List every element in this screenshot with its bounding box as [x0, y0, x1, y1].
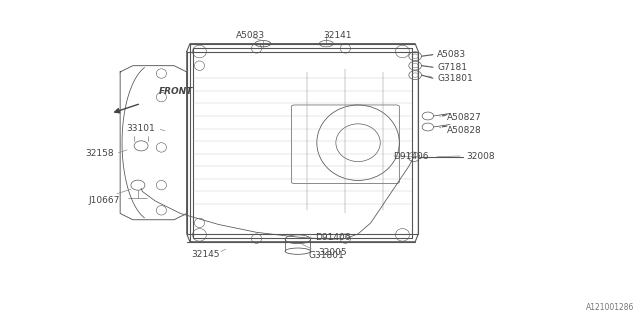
Text: A50827: A50827 — [447, 113, 482, 122]
Text: 32141: 32141 — [323, 31, 351, 40]
Text: 32005: 32005 — [318, 248, 347, 257]
Text: G31801: G31801 — [437, 74, 473, 83]
Text: FRONT: FRONT — [159, 86, 193, 96]
Text: 32008: 32008 — [466, 152, 495, 161]
Text: G7181: G7181 — [437, 63, 467, 72]
Text: A5083: A5083 — [236, 31, 265, 40]
Text: A50828: A50828 — [447, 126, 482, 135]
Text: A5083: A5083 — [437, 50, 467, 59]
Text: 33101: 33101 — [126, 124, 155, 133]
Text: 32145: 32145 — [191, 250, 220, 259]
Text: G31801: G31801 — [308, 252, 344, 260]
Text: D91406: D91406 — [393, 152, 428, 161]
Text: J10667: J10667 — [88, 196, 120, 205]
Text: 32158: 32158 — [85, 149, 114, 158]
Text: D91406: D91406 — [315, 233, 351, 242]
Text: A121001286: A121001286 — [586, 303, 634, 312]
